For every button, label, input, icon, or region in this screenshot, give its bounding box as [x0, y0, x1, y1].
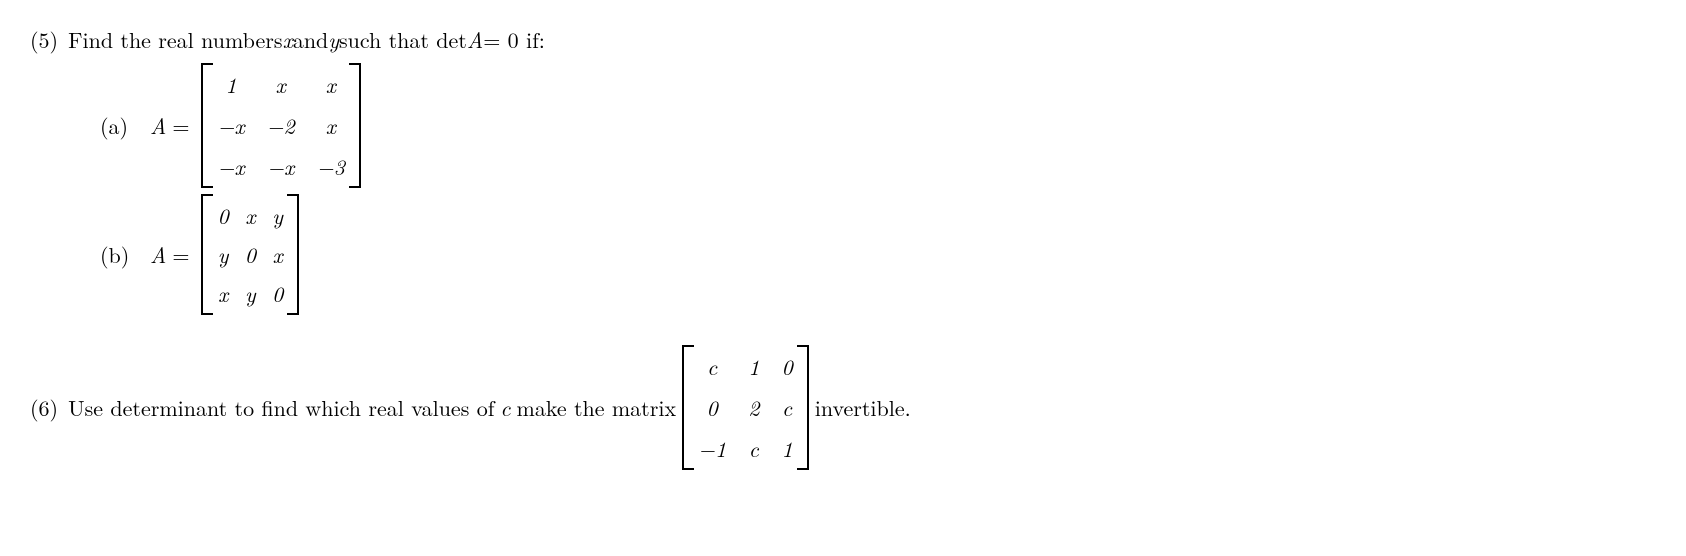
matrix-a: 1 x x −x −2 x −x −x −3	[201, 63, 360, 188]
bracket-right-icon	[349, 63, 361, 188]
cell: −3	[317, 151, 345, 182]
subpart-b-label: (b)	[100, 239, 136, 270]
cell: 0	[272, 278, 283, 309]
problem-6-text-post: invertible.	[815, 392, 911, 423]
bracket-left-icon	[682, 345, 694, 470]
problem-6-text-pre: Use determinant to find which real value…	[68, 392, 494, 423]
bracket-right-icon	[797, 345, 809, 470]
cell: c	[749, 433, 759, 464]
problem-5-subparts: (a) A = 1 x x −x −2 x −x −x −3	[100, 63, 1656, 315]
bracket-left-icon	[201, 194, 213, 315]
cell: −x	[267, 151, 294, 182]
cell: c	[707, 351, 717, 382]
cell: −2	[267, 110, 295, 141]
cell: −x	[217, 151, 244, 182]
problem-6-text-mid: make the matrix	[517, 392, 677, 423]
subpart-b-A: A	[150, 239, 166, 270]
cell: y	[218, 239, 229, 270]
variable-y: y	[328, 24, 339, 55]
cell: −x	[217, 110, 244, 141]
variable-A: A	[467, 24, 483, 55]
subpart-a-eq: =	[172, 110, 189, 141]
problem-5-number: (5)	[30, 24, 58, 55]
problem-6: (6) Use determinant to find which real v…	[30, 345, 1656, 470]
matrix-c: c 1 0 0 2 c −1 c 1	[682, 345, 809, 470]
matrix-a-grid: 1 x x −x −2 x −x −x −3	[213, 63, 348, 188]
cell: 2	[748, 392, 759, 423]
problem-5-prompt: (5) Find the real numbers x and y such t…	[30, 24, 1656, 55]
cell: y	[272, 200, 283, 231]
cell: 0	[245, 239, 256, 270]
cell: x	[273, 239, 283, 270]
variable-c: c	[500, 392, 510, 423]
prompt-text-pre: Find the real numbers	[68, 24, 282, 55]
matrix-b-grid: 0 x y y 0 x x y 0	[213, 194, 287, 315]
cell: y	[245, 278, 256, 309]
cell: −1	[698, 433, 726, 464]
cell: 1	[225, 69, 236, 100]
subpart-a-A: A	[150, 110, 166, 141]
problem-6-number: (6)	[30, 392, 58, 423]
subpart-b: (b) A = 0 x y y 0 x x y 0	[100, 194, 1656, 315]
cell: x	[326, 69, 336, 100]
cell: 0	[217, 200, 228, 231]
problem-5: (5) Find the real numbers x and y such t…	[30, 24, 1656, 315]
prompt-text-mid: such that det	[339, 24, 467, 55]
cell: c	[782, 392, 792, 423]
subpart-a-label: (a)	[100, 110, 136, 141]
cell: x	[276, 69, 286, 100]
cell: x	[245, 200, 255, 231]
cell: x	[218, 278, 228, 309]
subpart-b-eq: =	[172, 239, 189, 270]
cell: x	[326, 110, 336, 141]
cell: 0	[707, 392, 718, 423]
variable-x: x	[283, 24, 293, 55]
prompt-text-and: and	[293, 24, 328, 55]
prompt-text-eqzero: = 0 if:	[483, 24, 545, 55]
cell: 1	[781, 433, 792, 464]
matrix-c-grid: c 1 0 0 2 c −1 c 1	[694, 345, 797, 470]
matrix-b: 0 x y y 0 x x y 0	[201, 194, 299, 315]
bracket-right-icon	[287, 194, 299, 315]
subpart-a: (a) A = 1 x x −x −2 x −x −x −3	[100, 63, 1656, 188]
bracket-left-icon	[201, 63, 213, 188]
cell: 1	[748, 351, 759, 382]
cell: 0	[781, 351, 792, 382]
